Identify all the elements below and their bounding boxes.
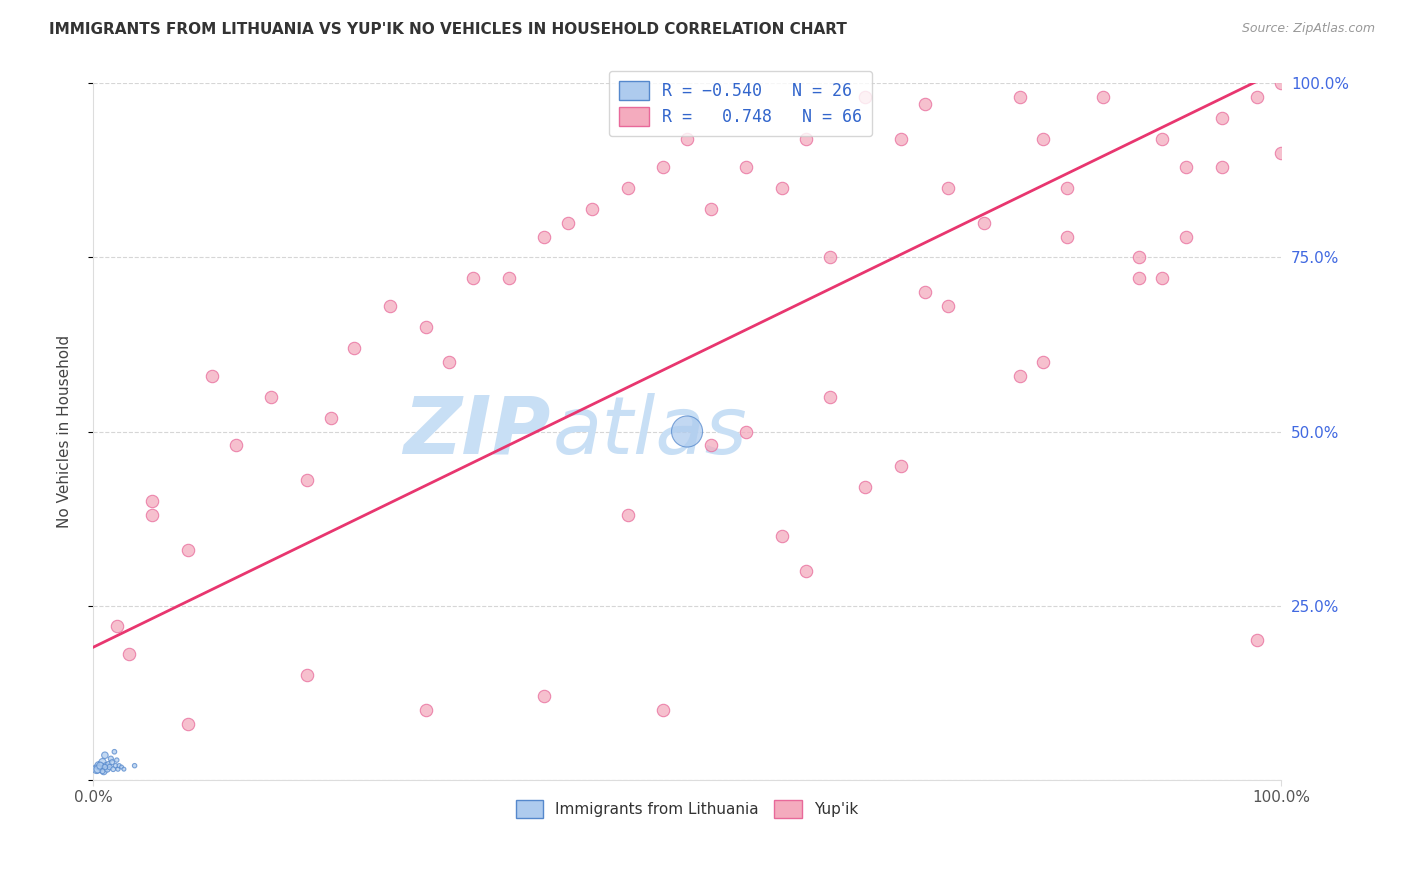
Point [415, 703, 437, 717]
Point [1152, 271, 1174, 285]
Point [818, 390, 841, 404]
Point [616, 181, 638, 195]
Point [1246, 633, 1268, 648]
Point [89, 758, 111, 772]
Point [735, 160, 758, 174]
Point [818, 251, 841, 265]
Point [141, 494, 163, 508]
Point [1128, 251, 1150, 265]
Point [319, 410, 342, 425]
Point [938, 299, 960, 313]
Point [141, 508, 163, 522]
Point [1056, 229, 1078, 244]
Point [87, 758, 110, 772]
Text: Source: ZipAtlas.com: Source: ZipAtlas.com [1241, 22, 1375, 36]
Point [1032, 132, 1054, 146]
Point [794, 132, 817, 146]
Point [108, 758, 131, 772]
Point [260, 390, 283, 404]
Point [533, 689, 555, 703]
Point [177, 717, 200, 731]
Point [770, 529, 793, 543]
Point [1091, 90, 1114, 104]
Point [94, 748, 117, 763]
Point [914, 97, 936, 112]
Point [177, 542, 200, 557]
Point [343, 341, 366, 355]
Point [581, 202, 603, 216]
Point [103, 762, 125, 776]
Text: atlas: atlas [553, 392, 748, 470]
Point [853, 480, 876, 494]
Point [616, 508, 638, 522]
Point [1175, 160, 1198, 174]
Point [700, 202, 723, 216]
Point [1032, 355, 1054, 369]
Point [700, 438, 723, 452]
Text: IMMIGRANTS FROM LITHUANIA VS YUP'IK NO VEHICLES IN HOUSEHOLD CORRELATION CHART: IMMIGRANTS FROM LITHUANIA VS YUP'IK NO V… [49, 22, 846, 37]
Point [557, 216, 579, 230]
Point [104, 758, 127, 772]
Point [97, 757, 120, 772]
Point [533, 229, 555, 244]
Point [118, 648, 141, 662]
Point [794, 564, 817, 578]
Y-axis label: No Vehicles in Household: No Vehicles in Household [58, 335, 72, 528]
Point [105, 619, 128, 633]
Point [1211, 112, 1233, 126]
Point [1128, 271, 1150, 285]
Point [201, 368, 224, 383]
Point [1008, 368, 1031, 383]
Point [890, 459, 912, 474]
Point [1270, 77, 1292, 91]
Point [770, 181, 793, 195]
Point [112, 762, 135, 776]
Point [463, 271, 485, 285]
Point [676, 132, 699, 146]
Point [890, 132, 912, 146]
Point [1056, 181, 1078, 195]
Legend: Immigrants from Lithuania, Yup'ik: Immigrants from Lithuania, Yup'ik [509, 794, 865, 824]
Point [110, 760, 132, 774]
Point [415, 320, 437, 334]
Point [90, 760, 112, 774]
Point [91, 764, 114, 779]
Point [914, 285, 936, 300]
Point [1152, 132, 1174, 146]
Point [853, 90, 876, 104]
Point [652, 703, 675, 717]
Point [1211, 160, 1233, 174]
Point [100, 752, 122, 766]
Point [101, 755, 124, 769]
Point [1008, 90, 1031, 104]
Point [96, 762, 118, 776]
Point [93, 764, 115, 779]
Point [498, 271, 520, 285]
Point [107, 762, 129, 776]
Point [439, 355, 461, 369]
Point [103, 745, 125, 759]
Point [295, 473, 318, 487]
Point [295, 668, 318, 682]
Point [94, 760, 117, 774]
Point [87, 762, 110, 776]
Point [105, 753, 128, 767]
Point [124, 758, 146, 772]
Point [1246, 90, 1268, 104]
Point [91, 755, 114, 769]
Point [98, 760, 121, 774]
Point [225, 438, 247, 452]
Point [938, 181, 960, 195]
Point [676, 425, 699, 439]
Point [973, 216, 995, 230]
Point [735, 425, 758, 439]
Point [86, 762, 108, 776]
Point [1270, 146, 1292, 161]
Point [94, 758, 117, 772]
Point [378, 299, 401, 313]
Point [1175, 229, 1198, 244]
Text: ZIP: ZIP [404, 392, 550, 470]
Point [652, 160, 675, 174]
